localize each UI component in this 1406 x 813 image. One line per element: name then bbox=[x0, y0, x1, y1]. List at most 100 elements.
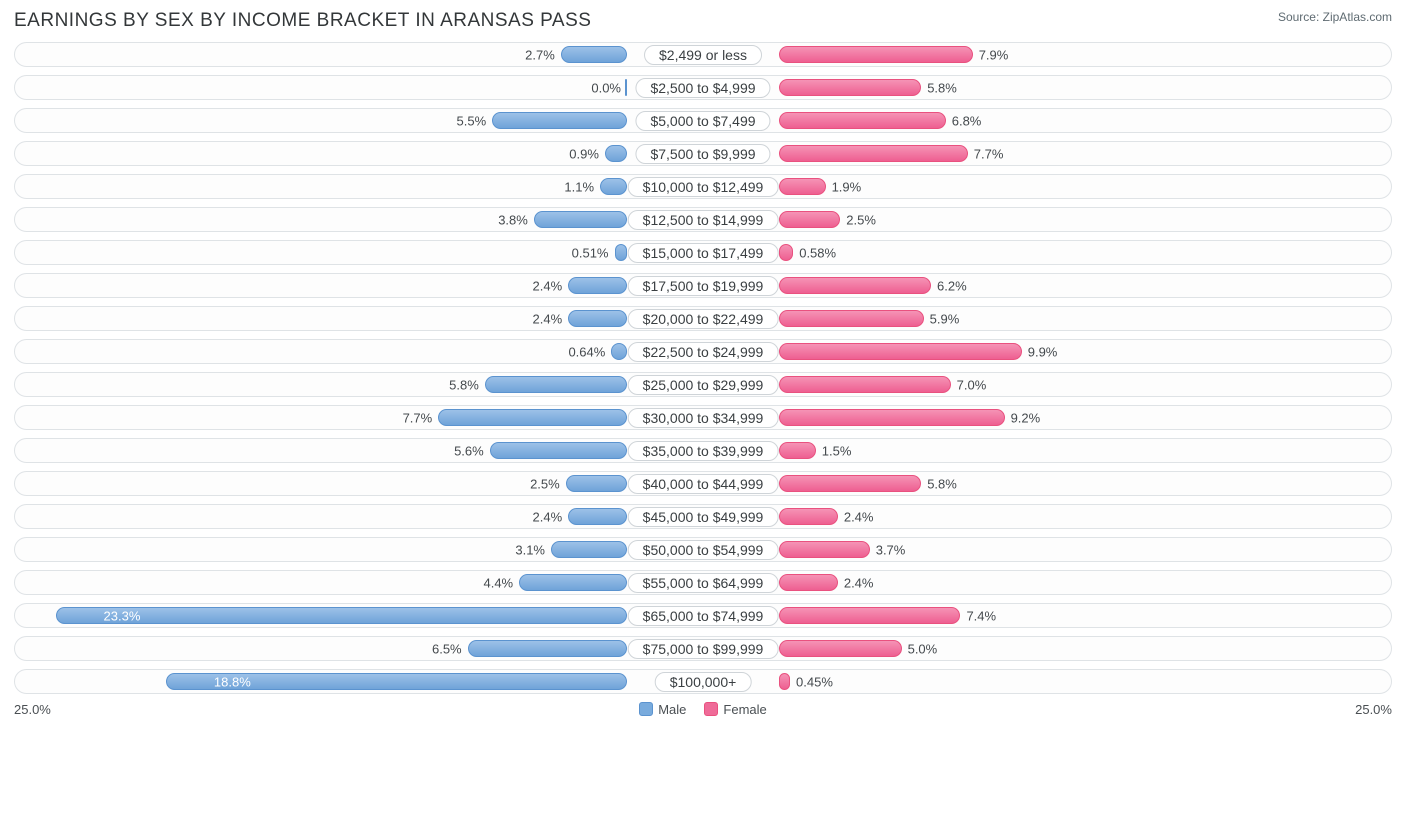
chart-row: $12,500 to $14,999 3.8% 2.5% bbox=[14, 207, 1392, 232]
female-bar bbox=[779, 574, 838, 591]
male-bar bbox=[519, 574, 627, 591]
male-value-label: 3.8% bbox=[498, 212, 528, 227]
female-value-label: 5.8% bbox=[927, 80, 957, 95]
male-bar bbox=[438, 409, 627, 426]
female-value-label: 2.4% bbox=[844, 509, 874, 524]
source-link[interactable]: ZipAtlas.com bbox=[1323, 10, 1392, 24]
male-swatch-icon bbox=[639, 702, 653, 716]
chart-row: $75,000 to $99,999 6.5% 5.0% bbox=[14, 636, 1392, 661]
chart-row: $25,000 to $29,9995.8%7.0% bbox=[14, 372, 1392, 397]
male-value-label: 0.9% bbox=[569, 146, 599, 161]
source-prefix: Source: bbox=[1278, 10, 1323, 24]
female-value-label: 6.8% bbox=[952, 113, 982, 128]
bracket-label: $10,000 to $12,499 bbox=[628, 177, 779, 197]
female-bar bbox=[779, 79, 921, 96]
chart-row: $17,500 to $19,999 2.4% 6.2% bbox=[14, 273, 1392, 298]
chart-row: $2,500 to $4,9990.0%5.8% bbox=[14, 75, 1392, 100]
legend-item-male: Male bbox=[639, 702, 686, 717]
female-bar bbox=[779, 409, 1005, 426]
male-bar bbox=[468, 640, 627, 657]
male-value-label: 23.3% bbox=[104, 608, 141, 623]
chart-row: $7,500 to $9,9990.9%7.7% bbox=[14, 141, 1392, 166]
female-value-label: 7.4% bbox=[966, 608, 996, 623]
male-value-label: 6.5% bbox=[432, 641, 462, 656]
chart-row: $65,000 to $74,999 23.3% 7.4% bbox=[14, 603, 1392, 628]
bracket-label: $25,000 to $29,999 bbox=[628, 375, 779, 395]
bracket-label: $75,000 to $99,999 bbox=[628, 639, 779, 659]
male-value-label: 0.51% bbox=[572, 245, 609, 260]
chart-row: $55,000 to $64,9994.4%2.4% bbox=[14, 570, 1392, 595]
male-bar bbox=[561, 46, 627, 63]
female-bar bbox=[779, 244, 793, 261]
male-bar bbox=[566, 475, 627, 492]
chart-row: $15,000 to $17,499 0.51% 0.58% bbox=[14, 240, 1392, 265]
male-value-label: 2.4% bbox=[533, 278, 563, 293]
chart-row: $10,000 to $12,4991.1%1.9% bbox=[14, 174, 1392, 199]
female-value-label: 5.8% bbox=[927, 476, 957, 491]
bracket-label: $35,000 to $39,999 bbox=[628, 441, 779, 461]
male-value-label: 3.1% bbox=[515, 542, 545, 557]
bracket-label: $2,499 or less bbox=[644, 45, 762, 65]
chart-row: $35,000 to $39,9995.6%1.5% bbox=[14, 438, 1392, 463]
female-value-label: 2.5% bbox=[846, 212, 876, 227]
female-value-label: 2.4% bbox=[844, 575, 874, 590]
axis-max-left: 25.0% bbox=[14, 702, 51, 717]
diverging-bar-chart: $2,499 or less2.7%7.9%$2,500 to $4,9990.… bbox=[14, 42, 1392, 694]
female-bar bbox=[779, 541, 870, 558]
chart-row: $5,000 to $7,4995.5%6.8% bbox=[14, 108, 1392, 133]
male-value-label: 0.64% bbox=[568, 344, 605, 359]
female-value-label: 5.0% bbox=[908, 641, 938, 656]
male-bar bbox=[600, 178, 627, 195]
bracket-label: $15,000 to $17,499 bbox=[628, 243, 779, 263]
female-bar bbox=[779, 277, 931, 294]
female-bar bbox=[779, 640, 902, 657]
chart-title: EARNINGS BY SEX BY INCOME BRACKET IN ARA… bbox=[14, 10, 591, 32]
legend: Male Female bbox=[639, 702, 767, 717]
male-value-label: 2.4% bbox=[533, 311, 563, 326]
female-value-label: 6.2% bbox=[937, 278, 967, 293]
chart-row: $50,000 to $54,999 3.1% 3.7% bbox=[14, 537, 1392, 562]
female-bar bbox=[779, 673, 790, 690]
bracket-label: $50,000 to $54,999 bbox=[628, 540, 779, 560]
female-value-label: 0.58% bbox=[799, 245, 836, 260]
female-bar bbox=[779, 376, 951, 393]
bracket-label: $45,000 to $49,999 bbox=[628, 507, 779, 527]
female-bar bbox=[779, 442, 816, 459]
legend-male-label: Male bbox=[658, 702, 686, 717]
male-bar bbox=[568, 508, 627, 525]
female-bar bbox=[779, 211, 840, 228]
bracket-label: $2,500 to $4,999 bbox=[635, 78, 770, 98]
female-bar bbox=[779, 310, 924, 327]
bracket-label: $55,000 to $64,999 bbox=[628, 573, 779, 593]
female-value-label: 3.7% bbox=[876, 542, 906, 557]
female-value-label: 5.9% bbox=[930, 311, 960, 326]
female-value-label: 1.9% bbox=[832, 179, 862, 194]
source-attribution: Source: ZipAtlas.com bbox=[1278, 10, 1392, 24]
male-bar bbox=[485, 376, 627, 393]
female-bar bbox=[779, 145, 968, 162]
male-value-label: 18.8% bbox=[214, 674, 251, 689]
bracket-label: $100,000+ bbox=[655, 672, 752, 692]
bracket-label: $12,500 to $14,999 bbox=[628, 210, 779, 230]
male-value-label: 7.7% bbox=[403, 410, 433, 425]
bracket-label: $17,500 to $19,999 bbox=[628, 276, 779, 296]
male-value-label: 2.4% bbox=[533, 509, 563, 524]
male-bar bbox=[490, 442, 627, 459]
female-bar bbox=[779, 112, 946, 129]
female-swatch-icon bbox=[704, 702, 718, 716]
female-value-label: 7.9% bbox=[979, 47, 1009, 62]
male-value-label: 2.5% bbox=[530, 476, 560, 491]
chart-row: $30,000 to $34,9997.7%9.2% bbox=[14, 405, 1392, 430]
bracket-label: $65,000 to $74,999 bbox=[628, 606, 779, 626]
bracket-label: $22,500 to $24,999 bbox=[628, 342, 779, 362]
female-value-label: 9.9% bbox=[1028, 344, 1058, 359]
female-bar bbox=[779, 607, 960, 624]
male-value-label: 2.7% bbox=[525, 47, 555, 62]
male-bar bbox=[568, 277, 627, 294]
axis-max-right: 25.0% bbox=[1355, 702, 1392, 717]
chart-row: $20,000 to $22,4992.4%5.9% bbox=[14, 306, 1392, 331]
chart-row: $100,000+18.8%0.45% bbox=[14, 669, 1392, 694]
bracket-label: $7,500 to $9,999 bbox=[635, 144, 770, 164]
male-bar bbox=[56, 607, 627, 624]
male-value-label: 5.5% bbox=[457, 113, 487, 128]
